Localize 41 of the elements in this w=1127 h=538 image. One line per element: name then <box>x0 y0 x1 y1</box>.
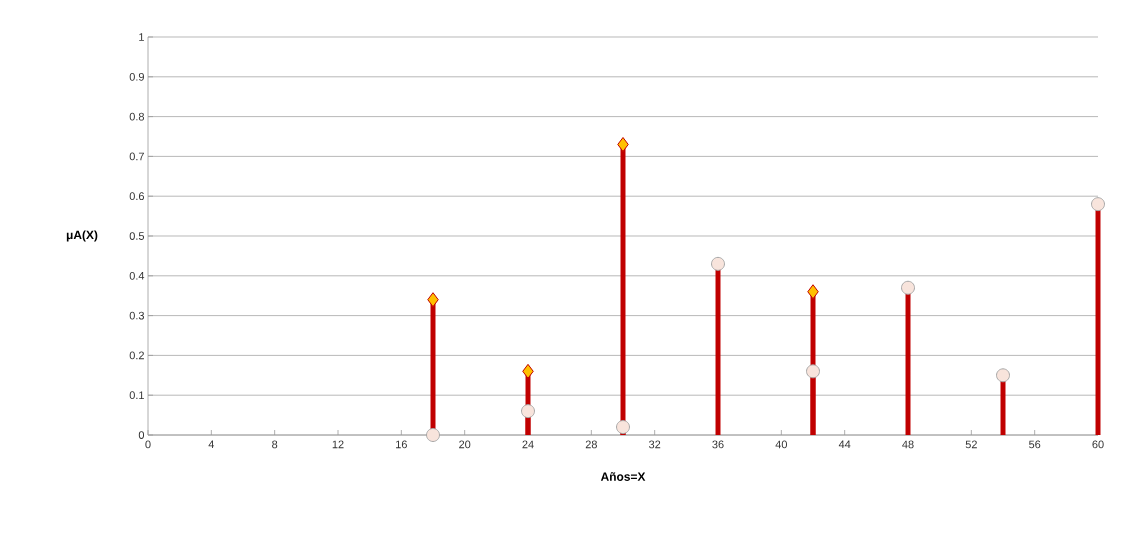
x-tick-label: 40 <box>775 440 787 449</box>
x-tick-label: 12 <box>332 440 344 449</box>
point <box>427 292 439 308</box>
x-tick-label: 0 <box>145 440 151 449</box>
point <box>426 428 440 442</box>
y-tick-label: 0.2 <box>129 351 144 360</box>
x-tick-label: 20 <box>459 440 471 449</box>
point <box>521 404 535 419</box>
y-tick-label: 0 <box>138 431 145 439</box>
x-tick-label: 24 <box>522 440 534 449</box>
x-tick-label: 8 <box>272 440 278 449</box>
x-tick-label: 16 <box>396 440 407 449</box>
x-tick-label: 32 <box>649 440 661 449</box>
point <box>806 364 820 379</box>
y-tick-label: 0.5 <box>129 232 145 240</box>
point <box>522 363 534 379</box>
point <box>711 256 725 271</box>
x-tick-label: 28 <box>585 440 597 449</box>
x-tick-label: 4 <box>208 440 215 449</box>
y-axis-title: μA(X) <box>66 230 98 242</box>
x-tick-label: 56 <box>1029 440 1041 449</box>
y-tick-label: 0.8 <box>129 112 144 121</box>
x-tick-label: 48 <box>902 440 914 449</box>
x-axis-title: Años=X <box>600 472 646 481</box>
point <box>1091 197 1105 212</box>
x-tick-label: 52 <box>965 440 977 449</box>
y-tick-label: 0.4 <box>129 271 145 280</box>
point <box>617 136 629 152</box>
point <box>901 280 915 295</box>
point <box>996 368 1010 383</box>
x-tick-label: 60 <box>1092 440 1104 449</box>
point <box>616 420 630 435</box>
point <box>807 284 819 300</box>
y-tick-label: 0.1 <box>129 391 144 400</box>
y-tick-label: 0.6 <box>129 192 144 201</box>
y-tick-label: 0.9 <box>129 72 144 81</box>
y-tick-label: 0.3 <box>129 311 144 320</box>
y-tick-label: 1 <box>139 33 144 41</box>
y-tick-label: 0.7 <box>129 152 144 161</box>
x-tick-label: 36 <box>712 440 724 449</box>
x-tick-label: 44 <box>838 440 851 449</box>
